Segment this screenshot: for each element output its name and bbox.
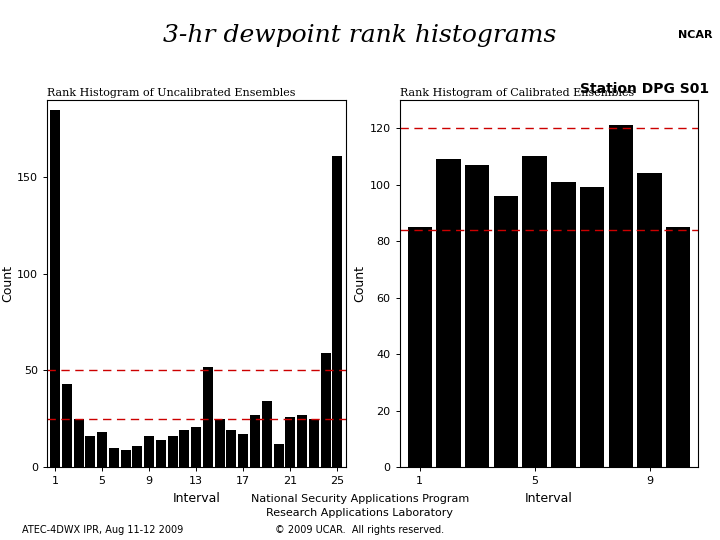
Bar [62, 384, 72, 467]
Bar [227, 430, 236, 467]
Bar [333, 156, 343, 467]
Bar [121, 450, 130, 467]
Bar [203, 367, 213, 467]
Bar [494, 196, 518, 467]
Bar [551, 182, 575, 467]
Bar [465, 165, 490, 467]
Bar [436, 159, 461, 467]
Bar [666, 227, 690, 467]
Bar [238, 434, 248, 467]
Bar [262, 401, 271, 467]
Bar [274, 444, 284, 467]
Bar [580, 187, 604, 467]
Text: Rank Histogram of Calibrated Ensembles: Rank Histogram of Calibrated Ensembles [400, 87, 634, 98]
Bar [285, 417, 295, 467]
Bar [73, 419, 84, 467]
Text: National Security Applications Program: National Security Applications Program [251, 495, 469, 504]
Text: Rank Histogram of Uncalibrated Ensembles: Rank Histogram of Uncalibrated Ensembles [47, 87, 295, 98]
Bar [608, 125, 633, 467]
X-axis label: Interval: Interval [525, 492, 573, 505]
X-axis label: Interval: Interval [172, 492, 220, 505]
Text: © 2009 UCAR.  All rights reserved.: © 2009 UCAR. All rights reserved. [276, 525, 444, 535]
Bar [250, 415, 260, 467]
Bar [179, 430, 189, 467]
Text: NCAR: NCAR [678, 30, 712, 40]
Bar [156, 440, 166, 467]
Y-axis label: Count: Count [1, 265, 14, 302]
Bar [109, 448, 119, 467]
Bar [320, 353, 330, 467]
Bar [192, 427, 201, 467]
Bar [97, 433, 107, 467]
Bar [637, 173, 662, 467]
Bar [168, 436, 178, 467]
Bar [309, 419, 319, 467]
Bar [408, 227, 432, 467]
Bar [144, 436, 154, 467]
Bar [50, 110, 60, 467]
Bar [132, 446, 143, 467]
Bar [297, 415, 307, 467]
Bar [523, 157, 547, 467]
Text: ATEC-4DWX IPR, Aug 11-12 2009: ATEC-4DWX IPR, Aug 11-12 2009 [22, 525, 183, 535]
Text: Research Applications Laboratory: Research Applications Laboratory [266, 508, 454, 518]
Y-axis label: Count: Count [354, 265, 366, 302]
Bar [215, 419, 225, 467]
Bar [86, 436, 95, 467]
Text: Station DPG S01: Station DPG S01 [580, 82, 709, 96]
Text: 3-hr dewpoint rank histograms: 3-hr dewpoint rank histograms [163, 24, 557, 46]
